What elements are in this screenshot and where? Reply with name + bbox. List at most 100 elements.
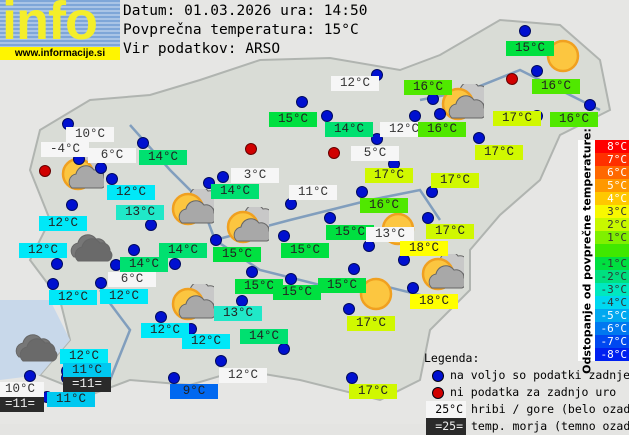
station-dot[interactable] bbox=[155, 311, 167, 323]
data-source: Vir podatkov: ARSO bbox=[123, 41, 281, 57]
average-temperature: Povprečna temperatura: 15°C bbox=[123, 22, 359, 38]
station-dot[interactable] bbox=[95, 277, 107, 289]
station-dot[interactable] bbox=[356, 186, 368, 198]
station-dot[interactable] bbox=[106, 173, 118, 185]
scale-cell: 1°C bbox=[595, 231, 629, 244]
temperature-label: 12°C bbox=[49, 290, 97, 305]
station-dot[interactable] bbox=[296, 96, 308, 108]
temperature-label: 14°C bbox=[120, 257, 168, 272]
scale-cell: 6°C bbox=[595, 166, 629, 179]
mountain-temperature-label: 6°C bbox=[88, 148, 136, 163]
scale-cell: -4°C bbox=[595, 296, 629, 309]
station-dot-no-data[interactable] bbox=[245, 143, 257, 155]
station-dot[interactable] bbox=[168, 372, 180, 384]
logo-url-link[interactable]: www.informacije.si bbox=[0, 47, 120, 60]
temperature-label: 13°C bbox=[116, 205, 164, 220]
legend-blue: na voljo so podatki zadnje ure bbox=[450, 368, 629, 382]
temperature-label: 17°C bbox=[431, 173, 479, 188]
station-dot[interactable] bbox=[519, 25, 531, 37]
mountain-temperature-label: 6°C bbox=[108, 272, 156, 287]
sea-sample: =25= bbox=[426, 418, 466, 435]
station-dot[interactable] bbox=[321, 110, 333, 122]
scale-title: Odstopanje od povprečne temperature: bbox=[580, 127, 593, 374]
temperature-label: 9°C bbox=[170, 384, 218, 399]
cloudy-icon bbox=[66, 229, 114, 275]
partly-cloudy-icon bbox=[416, 251, 471, 300]
station-dot[interactable] bbox=[137, 137, 149, 149]
station-dot[interactable] bbox=[66, 199, 78, 211]
sea-temperature-label: =11= bbox=[0, 397, 44, 412]
station-dot[interactable] bbox=[473, 132, 485, 144]
station-dot[interactable] bbox=[128, 244, 140, 256]
station-dot[interactable] bbox=[346, 372, 358, 384]
partly-cloudy-icon bbox=[166, 186, 221, 235]
station-dot-no-data[interactable] bbox=[328, 147, 340, 159]
temperature-label: 18°C bbox=[400, 241, 448, 256]
station-dot[interactable] bbox=[584, 99, 596, 111]
legend-mountain: hribi / gore (belo ozadje) bbox=[471, 402, 629, 416]
mountain-temperature-label: 12°C bbox=[380, 122, 428, 137]
station-dot[interactable] bbox=[285, 273, 297, 285]
scale-cell: -6°C bbox=[595, 322, 629, 335]
station-dot[interactable] bbox=[47, 278, 59, 290]
sunny-icon bbox=[541, 36, 589, 82]
station-dot[interactable] bbox=[324, 212, 336, 224]
station-dot-no-data[interactable] bbox=[506, 73, 518, 85]
station-dot-no-data[interactable] bbox=[39, 165, 51, 177]
temperature-label: 14°C bbox=[139, 150, 187, 165]
scale-cell: 5°C bbox=[595, 179, 629, 192]
temperature-label: 14°C bbox=[325, 122, 373, 137]
mountain-temperature-label: 13°C bbox=[366, 227, 414, 242]
station-dot[interactable] bbox=[215, 355, 227, 367]
date-time: Datum: 01.03.2026 ura: 14:50 bbox=[123, 3, 368, 19]
temperature-label: 15°C bbox=[213, 247, 261, 262]
blue-dot-icon bbox=[432, 369, 444, 382]
temperature-label: 15°C bbox=[269, 112, 317, 127]
station-dot[interactable] bbox=[407, 282, 419, 294]
partly-cloudy-icon bbox=[166, 281, 221, 330]
station-dot[interactable] bbox=[145, 219, 157, 231]
station-dot[interactable] bbox=[169, 258, 181, 270]
temperature-label: 15°C bbox=[235, 279, 283, 294]
scale-cell: -8°C bbox=[595, 348, 629, 361]
scale-cell bbox=[595, 244, 629, 257]
temperature-label: 17°C bbox=[475, 145, 523, 160]
temperature-label: 14°C bbox=[240, 329, 288, 344]
station-dot[interactable] bbox=[409, 110, 421, 122]
mountain-temperature-label: -4°C bbox=[41, 142, 89, 157]
scale-cell: 7°C bbox=[595, 153, 629, 166]
mountain-temperature-label: 11°C bbox=[289, 185, 337, 200]
legend-red: ni podatka za zadnjo uro bbox=[450, 385, 617, 399]
station-dot[interactable] bbox=[434, 108, 446, 120]
station-dot[interactable] bbox=[278, 343, 290, 355]
station-dot[interactable] bbox=[422, 212, 434, 224]
temperature-label: 12°C bbox=[60, 349, 108, 364]
mountain-temperature-label: 10°C bbox=[66, 127, 114, 142]
station-dot[interactable] bbox=[210, 234, 222, 246]
temperature-label: 15°C bbox=[273, 285, 321, 300]
informacije-logo[interactable]: info www.informacije.si bbox=[0, 0, 120, 60]
temperature-label: 16°C bbox=[404, 80, 452, 95]
legend: Legenda: na voljo so podatki zadnje ure … bbox=[424, 350, 629, 435]
temperature-label: 15°C bbox=[506, 41, 554, 56]
temperature-label: 16°C bbox=[418, 122, 466, 137]
station-dot[interactable] bbox=[343, 303, 355, 315]
station-dot[interactable] bbox=[24, 370, 36, 382]
station-dot[interactable] bbox=[95, 162, 107, 174]
scale-cell: -5°C bbox=[595, 309, 629, 322]
scale-cell: 2°C bbox=[595, 218, 629, 231]
station-dot[interactable] bbox=[348, 263, 360, 275]
temperature-label: 15°C bbox=[318, 278, 366, 293]
legend-sea: temp. morja (temno ozadje) bbox=[471, 419, 629, 433]
temperature-label: 12°C bbox=[19, 243, 67, 258]
temperature-label: 16°C bbox=[532, 79, 580, 94]
station-dot[interactable] bbox=[217, 171, 229, 183]
station-dot[interactable] bbox=[278, 230, 290, 242]
station-dot[interactable] bbox=[246, 266, 258, 278]
scale-cell: 3°C bbox=[595, 205, 629, 218]
station-dot[interactable] bbox=[51, 258, 63, 270]
station-dot[interactable] bbox=[531, 65, 543, 77]
temperature-label: 18°C bbox=[410, 294, 458, 309]
temperature-label: 15°C bbox=[326, 225, 374, 240]
temperature-label: 14°C bbox=[159, 243, 207, 258]
